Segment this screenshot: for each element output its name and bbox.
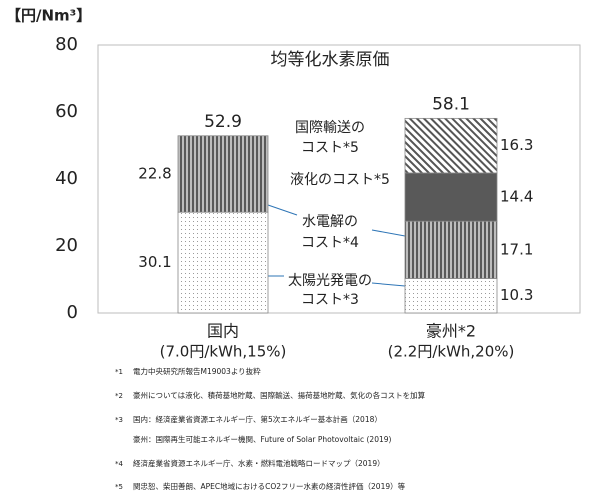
x-tick-detail: (2.2円/kWh,20%) <box>388 343 515 361</box>
x-tick-label: 国内 <box>207 322 239 341</box>
chart-title: 均等化水素原価 <box>271 50 390 70</box>
y-tick-label: 60 <box>55 101 78 122</box>
bar-segment <box>404 172 498 222</box>
note-text: 関忠恕、柴田善朗、APEC地域におけるCO2フリー水素の経済性評価（2019）等 <box>133 481 406 491</box>
y-tick-label: 20 <box>55 235 78 256</box>
value-label: 14.4 <box>500 188 533 206</box>
note-text: 豪州：国際再生可能エネルギー機関、Future of Solar Photovo… <box>133 434 392 444</box>
series-annotation: コスト*3 <box>301 292 359 308</box>
x-tick-label: 豪州*2 <box>426 322 476 341</box>
series-annotation: 国際輸送の <box>295 120 365 136</box>
note-mark: *2 <box>115 392 123 400</box>
total-label: 58.1 <box>432 94 470 114</box>
value-label: 30.1 <box>138 253 171 271</box>
note-mark: *4 <box>115 460 124 468</box>
note-mark: *1 <box>115 368 123 376</box>
bar-segment <box>404 278 498 314</box>
note-text: 電力中央研究所報告M19003より抜粋 <box>133 366 261 376</box>
bar-segment <box>177 135 269 213</box>
note-text: 国内：経済産業省資源エネルギー庁、第5次エネルギー基本計画（2018） <box>133 414 382 424</box>
series-annotation: 液化のコスト*5 <box>290 172 390 188</box>
total-label: 52.9 <box>204 112 242 132</box>
note-text: 経済産業省資源エネルギー庁、水素・燃料電池戦略ロードマップ（2019） <box>133 458 385 468</box>
note-mark: *5 <box>115 483 123 491</box>
value-label: 16.3 <box>500 136 533 154</box>
bar-segment <box>404 117 498 174</box>
value-label: 10.3 <box>500 286 533 304</box>
y-tick-label: 0 <box>67 302 78 323</box>
plot-frame <box>97 44 581 314</box>
note-text: 豪州については液化、積荷基地貯蔵、国際輸送、揚荷基地貯蔵、気化の各コストを加算 <box>133 390 426 400</box>
series-annotation: 太陽光発電の <box>288 273 372 289</box>
y-tick-label: 40 <box>55 168 78 189</box>
y-tick-label: 80 <box>55 34 78 55</box>
series-annotation: 水電解の <box>302 214 358 230</box>
bar-segment <box>404 220 498 279</box>
bar-segment <box>177 211 269 314</box>
series-annotation: コスト*5 <box>301 140 359 156</box>
y-axis-label: 【円/Nm³】 <box>6 7 91 25</box>
value-label: 22.8 <box>138 164 171 182</box>
x-tick-detail: (7.0円/kWh,15%) <box>160 343 287 361</box>
value-label: 17.1 <box>500 240 533 258</box>
series-annotation: コスト*4 <box>301 235 359 251</box>
note-mark: *3 <box>115 416 123 424</box>
